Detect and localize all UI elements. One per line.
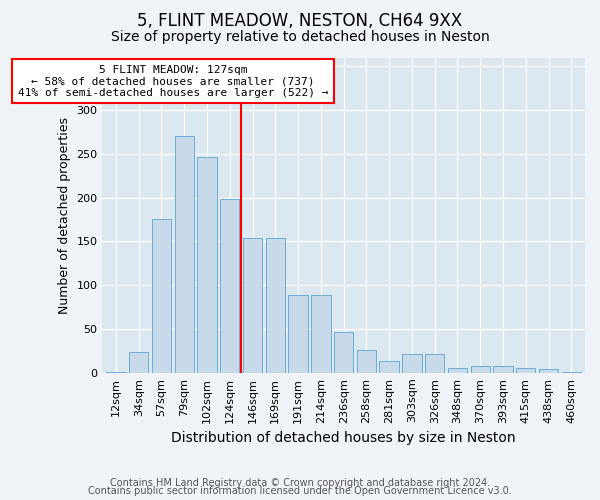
Bar <box>220 200 239 373</box>
X-axis label: Distribution of detached houses by size in Neston: Distribution of detached houses by size … <box>172 431 516 445</box>
Text: Contains HM Land Registry data © Crown copyright and database right 2024.: Contains HM Land Registry data © Crown c… <box>110 478 490 488</box>
Y-axis label: Number of detached properties: Number of detached properties <box>58 116 71 314</box>
Bar <box>562 372 581 373</box>
Bar <box>334 332 353 373</box>
Bar <box>152 218 171 373</box>
Bar <box>493 366 513 373</box>
Text: 5, FLINT MEADOW, NESTON, CH64 9XX: 5, FLINT MEADOW, NESTON, CH64 9XX <box>137 12 463 30</box>
Bar <box>539 370 558 373</box>
Bar <box>470 366 490 373</box>
Bar <box>243 238 262 373</box>
Bar <box>448 368 467 373</box>
Bar <box>379 360 399 373</box>
Bar <box>402 354 422 373</box>
Bar <box>106 372 125 373</box>
Bar <box>289 295 308 373</box>
Bar <box>175 136 194 373</box>
Bar <box>425 354 445 373</box>
Bar <box>266 238 285 373</box>
Bar <box>311 295 331 373</box>
Text: Contains public sector information licensed under the Open Government Licence v3: Contains public sector information licen… <box>88 486 512 496</box>
Bar <box>516 368 535 373</box>
Bar <box>357 350 376 373</box>
Bar <box>197 158 217 373</box>
Bar <box>129 352 148 373</box>
Text: 5 FLINT MEADOW: 127sqm
← 58% of detached houses are smaller (737)
41% of semi-de: 5 FLINT MEADOW: 127sqm ← 58% of detached… <box>17 64 328 98</box>
Text: Size of property relative to detached houses in Neston: Size of property relative to detached ho… <box>110 30 490 44</box>
